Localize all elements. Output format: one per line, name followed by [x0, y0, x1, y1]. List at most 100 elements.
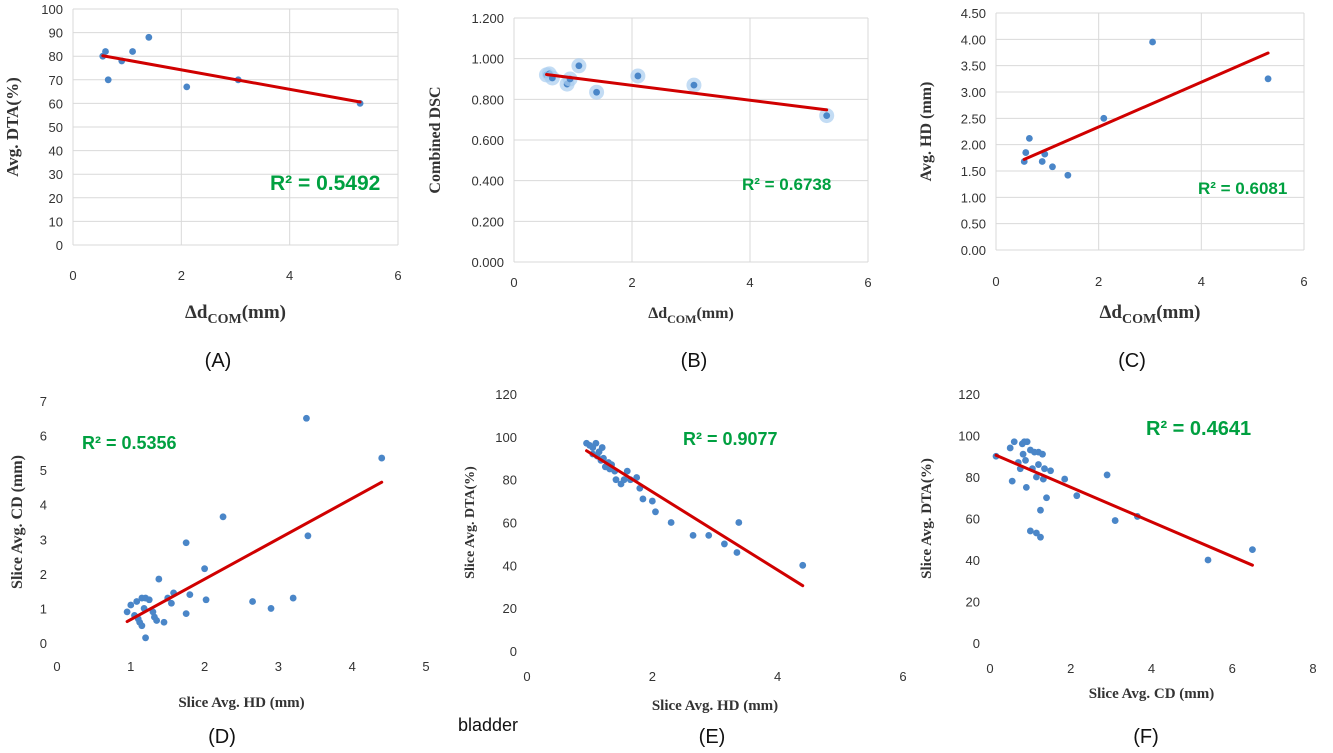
y-tick-label: 4: [40, 498, 47, 513]
y-tick-label: 0: [56, 238, 63, 253]
x-tick-label: 6: [1300, 274, 1307, 289]
data-point: [705, 531, 713, 539]
y-tick-label: 0: [40, 636, 47, 651]
data-point: [1033, 473, 1040, 481]
y-tick-label: 5: [40, 463, 47, 478]
x-tick-label: 6: [864, 275, 871, 290]
x-tick-label: 2: [628, 275, 635, 290]
data-point: [142, 634, 149, 642]
x-tick-label: 4: [349, 659, 356, 674]
x-tick-label: 4: [286, 268, 293, 283]
y-tick-label: 10: [49, 214, 63, 229]
y-tick-label: 40: [966, 553, 980, 568]
r-squared-label: R² = 0.5492: [270, 172, 380, 195]
y-tick-label: 0.600: [471, 133, 504, 148]
trendline: [125, 480, 384, 624]
data-point: [149, 608, 157, 616]
x-axis-label: ΔdCOM(mm): [1099, 302, 1200, 327]
y-tick-label: 80: [966, 470, 980, 485]
data-point: [733, 549, 741, 556]
x-axis-label-main: Slice Avg. CD (mm): [1089, 686, 1215, 702]
trendline: [1022, 51, 1270, 161]
data-point: [202, 596, 210, 604]
data-point: [1204, 556, 1212, 564]
x-tick-label: 6: [1229, 661, 1236, 676]
y-axis-label: Avg. DTA(%): [3, 77, 22, 176]
data-point: [160, 618, 168, 626]
data-point: [648, 497, 656, 505]
y-tick-label: 1.00: [961, 190, 986, 205]
x-tick-label: 6: [899, 669, 906, 684]
y-tick-label: 4.00: [961, 32, 986, 47]
data-point: [735, 519, 743, 526]
r-squared-label: R² = 0.6081: [1198, 179, 1287, 198]
data-point: [689, 531, 697, 539]
x-axis-label-unit: (mm): [696, 305, 733, 322]
data-point: [145, 596, 153, 604]
data-point: [123, 608, 131, 616]
data-point: [1100, 114, 1108, 122]
data-point: [823, 112, 831, 119]
x-tick-label: 0: [53, 659, 60, 674]
trendline: [101, 54, 362, 104]
data-point: [201, 565, 209, 573]
y-tick-label: 1.50: [961, 164, 986, 179]
y-tick-label: 100: [958, 429, 980, 444]
data-point: [623, 467, 631, 475]
data-point: [1038, 158, 1046, 165]
panel-label: (C): [1118, 350, 1146, 372]
data-point: [155, 575, 163, 583]
data-point: [799, 561, 807, 569]
data-point: [138, 622, 146, 630]
x-axis-label-subscript: COM: [667, 312, 696, 326]
x-axis-label: ΔdCOM(mm): [185, 302, 286, 327]
y-tick-label: 1.200: [471, 11, 504, 26]
data-point: [1061, 475, 1069, 483]
y-axis-label: Slice Avg. DTA(%): [463, 466, 478, 579]
data-point: [593, 88, 600, 96]
x-axis-label-unit: (mm): [242, 302, 286, 323]
data-point: [575, 62, 583, 70]
y-tick-label: 20: [966, 595, 980, 610]
data-point: [133, 598, 141, 605]
chart-panel-f: 0 20 40 60 80 100 120 0 2 4 6 8 Slice Avg. CD (mm) Sl…: [919, 387, 1317, 748]
data-point: [1008, 477, 1016, 485]
x-axis-label-main: Δd: [1099, 302, 1122, 323]
data-point: [667, 519, 675, 526]
y-tick-label: 20: [503, 601, 517, 616]
data-point: [129, 48, 136, 55]
y-tick-label: 50: [49, 120, 63, 135]
x-tick-label: 4: [1148, 661, 1155, 676]
y-tick-label: 0.50: [961, 217, 986, 232]
x-tick-label: 4: [1198, 274, 1205, 289]
data-point: [598, 444, 606, 451]
data-point: [145, 33, 153, 41]
data-point: [1026, 527, 1034, 535]
data-point: [721, 540, 728, 548]
data-point: [127, 601, 135, 609]
data-point: [303, 414, 310, 422]
chart-panel-e: 0 20 40 60 80 100 120 0 2 4 6 Slice Avg. HD (mm) Sli…: [463, 387, 907, 748]
y-tick-label: 60: [503, 516, 517, 531]
r-squared-label: R² = 0.9077: [683, 429, 778, 449]
data-point: [639, 495, 647, 503]
x-tick-label: 6: [394, 268, 401, 283]
x-axis-label: Slice Avg. HD (mm): [178, 695, 304, 711]
data-point: [1149, 38, 1156, 46]
r-squared-label: R² = 0.4641: [1146, 418, 1251, 440]
y-tick-label: 0.000: [471, 255, 504, 270]
y-tick-label: 70: [49, 73, 63, 88]
trendline: [544, 73, 829, 112]
y-tick-label: 3: [40, 532, 47, 547]
y-tick-label: 7: [40, 394, 47, 409]
x-tick-label: 0: [986, 661, 993, 676]
y-tick-label: 120: [958, 387, 980, 402]
x-axis-label-subscript: COM: [1122, 312, 1156, 327]
y-tick-label: 90: [49, 26, 63, 41]
x-tick-label: 2: [178, 268, 185, 283]
data-point: [1025, 134, 1033, 142]
data-point: [690, 81, 698, 89]
y-tick-label: 2: [40, 567, 47, 582]
y-tick-label: 60: [966, 512, 980, 527]
figure-note: bladder: [458, 715, 518, 735]
